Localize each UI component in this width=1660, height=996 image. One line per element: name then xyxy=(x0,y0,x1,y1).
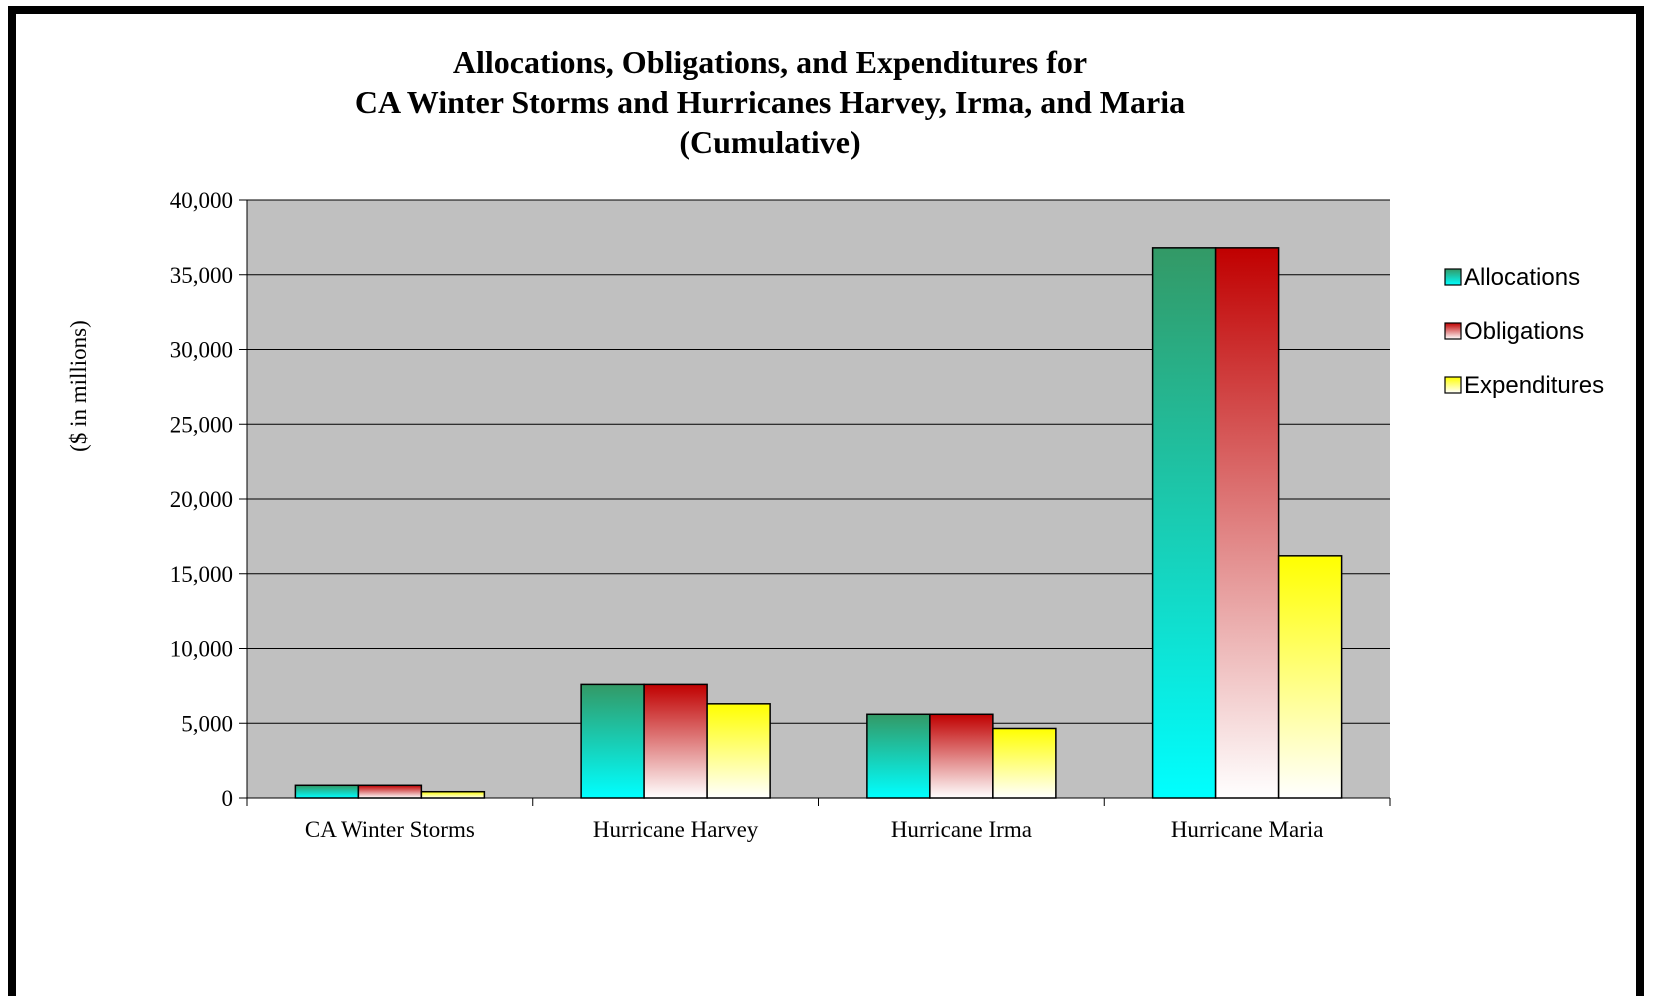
bar-allocations-1 xyxy=(580,683,645,799)
y-tick-label: 30,000 xyxy=(170,338,233,363)
x-category-label: Hurricane Maria xyxy=(1171,817,1324,842)
legend-label-obligations: Obligations xyxy=(1464,318,1584,345)
bar-allocations-2 xyxy=(866,713,931,799)
legend-label-allocations: Allocations xyxy=(1464,264,1580,291)
legend: Allocations Obligations Expenditures xyxy=(1444,264,1604,399)
y-tick-label: 40,000 xyxy=(170,188,233,213)
title-line-3: (Cumulative) xyxy=(679,124,860,160)
chart-title: Allocations, Obligations, and Expenditur… xyxy=(355,44,1185,160)
y-tick-label: 5,000 xyxy=(181,711,233,736)
legend-swatch-expenditures xyxy=(1444,376,1462,394)
x-category-label: Hurricane Harvey xyxy=(593,817,759,842)
bar-expenditures-2 xyxy=(992,727,1057,799)
y-tick-label: 10,000 xyxy=(170,637,233,662)
x-category-label: Hurricane Irma xyxy=(891,817,1032,842)
bar-expenditures-1 xyxy=(706,703,771,799)
bar-allocations-3 xyxy=(1151,247,1217,799)
bar-expenditures-0 xyxy=(420,790,486,799)
legend-swatch-obligations xyxy=(1444,322,1462,340)
bar-allocations-0 xyxy=(294,784,360,799)
bar-obligations-1 xyxy=(643,683,708,799)
y-tick-label: 20,000 xyxy=(170,487,233,512)
y-tick-label: 35,000 xyxy=(170,263,233,288)
y-tick-label: 25,000 xyxy=(170,412,233,437)
y-axis-label: ($ in millions) xyxy=(66,320,91,452)
plot-area: 0 5,000 10,000 15,000 20,000 25,000 30,000 35,0… xyxy=(170,188,1391,842)
y-tick-label: 0 xyxy=(222,786,234,811)
bar-obligations-3 xyxy=(1214,247,1280,799)
bar-expenditures-3 xyxy=(1277,555,1343,799)
chart: Allocations, Obligations, and Expenditur… xyxy=(66,44,1604,842)
bar-obligations-2 xyxy=(929,713,994,799)
title-line-2: CA Winter Storms and Hurricanes Harvey, … xyxy=(355,84,1185,120)
bar-obligations-0 xyxy=(357,784,423,799)
x-category-label: CA Winter Storms xyxy=(305,817,475,842)
y-tick-label: 15,000 xyxy=(170,562,233,587)
legend-label-expenditures: Expenditures xyxy=(1464,372,1604,399)
title-line-1: Allocations, Obligations, and Expenditur… xyxy=(453,44,1087,80)
legend-swatch-allocations xyxy=(1444,268,1462,286)
